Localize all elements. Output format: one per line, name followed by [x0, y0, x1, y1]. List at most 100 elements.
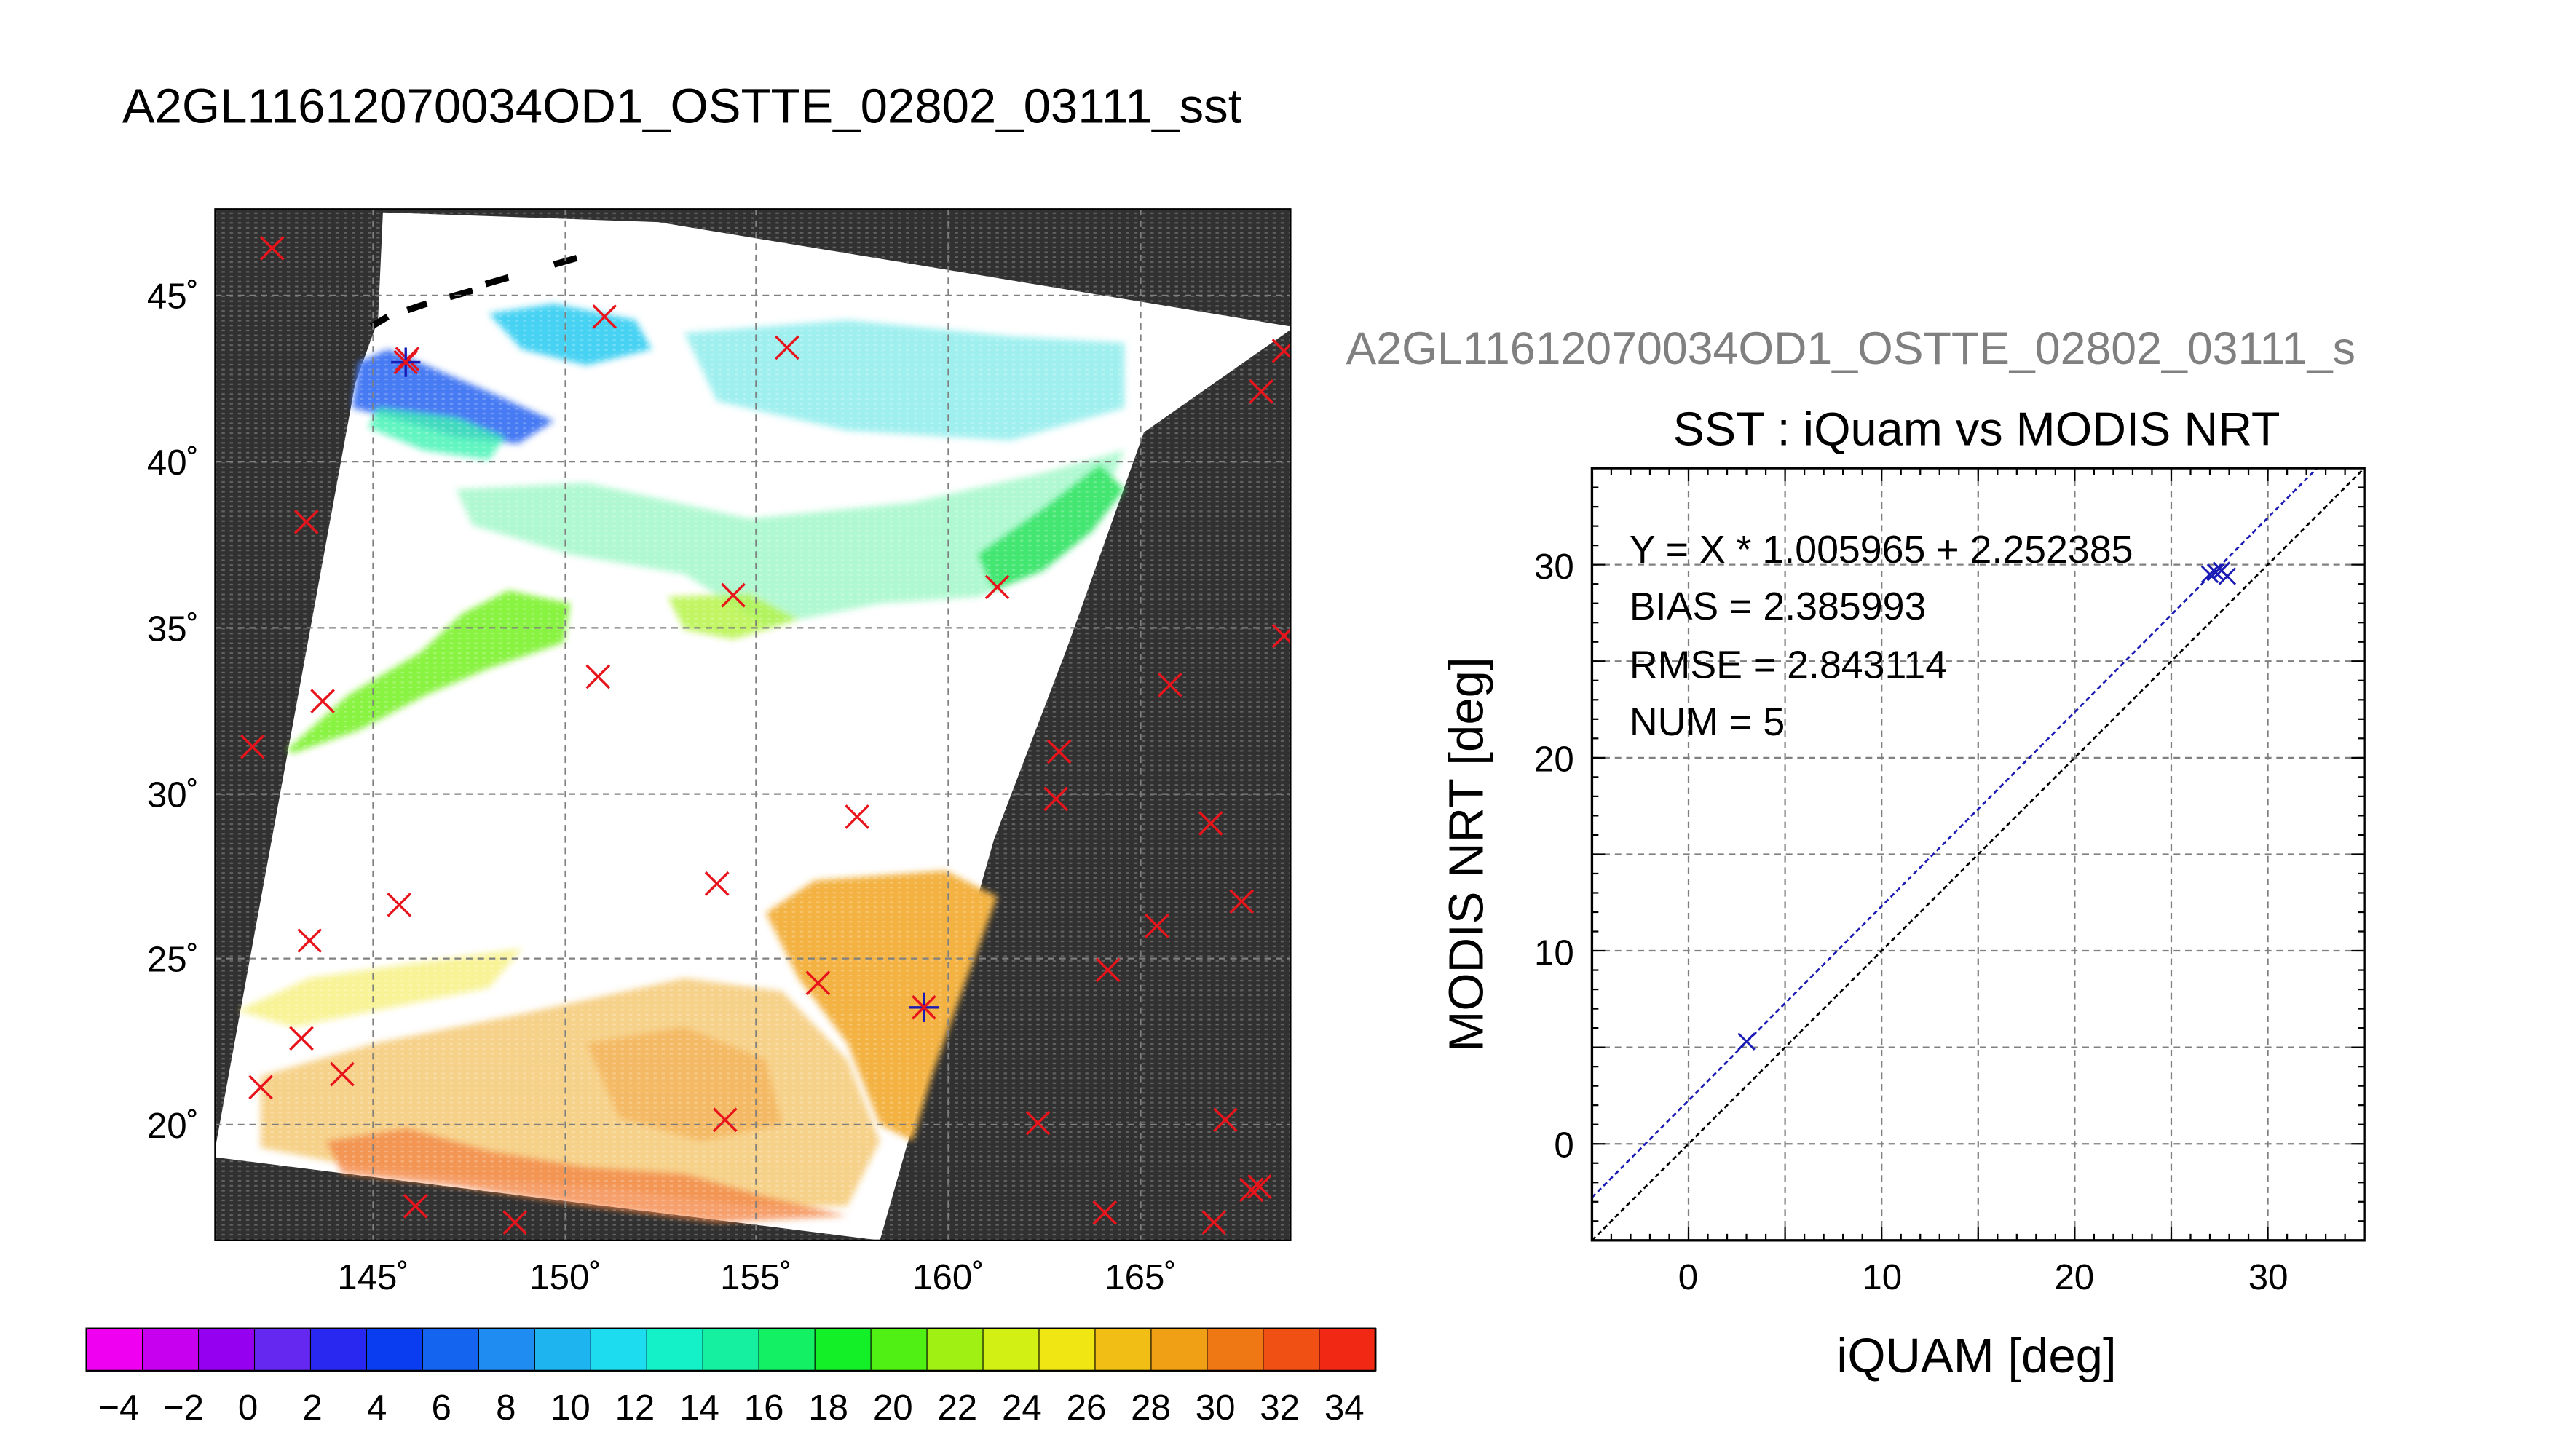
- one-to-one-line: [1592, 468, 2365, 1241]
- map-lon-labels: 145˚ 150˚ 155˚ 160˚ 165˚: [337, 1257, 1177, 1297]
- colorbar-tick-label: 24: [1002, 1388, 1042, 1428]
- colorbar-tick-label: 6: [432, 1388, 451, 1428]
- station-marker: [704, 871, 730, 896]
- lat-label: 45˚: [147, 277, 199, 317]
- colorbar-bin: [478, 1328, 536, 1372]
- station-marker: [393, 349, 419, 375]
- scatter-header: A2GL11612070034OD1_OSTTE_02802_03111_s: [1346, 323, 2355, 374]
- colorbar-bin: [197, 1328, 256, 1372]
- colorbar-tick-label: 28: [1131, 1388, 1171, 1428]
- lon-label: 165˚: [1105, 1257, 1177, 1297]
- y-tick-label: 20: [1534, 739, 1574, 779]
- station-marker: [1157, 672, 1182, 697]
- station-marker: [1229, 889, 1255, 914]
- fit-equation: Y = X * 1.005965 + 2.252385: [1630, 528, 2133, 571]
- data-point: [2218, 567, 2237, 585]
- station-marker: [293, 510, 319, 534]
- colorbar-bin: [1094, 1328, 1153, 1372]
- station-marker: [805, 970, 831, 996]
- colorbar-tick-label: 12: [615, 1388, 655, 1428]
- station-marker: [387, 892, 412, 917]
- colorbar-bin: [1038, 1328, 1097, 1372]
- colorbar-bin: [366, 1328, 424, 1372]
- colorbar-bin: [534, 1328, 592, 1372]
- lat-label: 25˚: [147, 940, 199, 980]
- data-point: [2206, 563, 2225, 582]
- scatter-grid: [1592, 468, 2365, 1241]
- colorbar-bins: [86, 1328, 1377, 1372]
- colorbar-tick-label: 20: [873, 1388, 913, 1428]
- station-marker: [1271, 623, 1291, 649]
- scatter-lines: [1592, 468, 2365, 1241]
- station-marker: [1095, 957, 1121, 983]
- colorbar-tick-label: 4: [367, 1388, 387, 1428]
- colorbar-tick-label: 16: [744, 1388, 784, 1428]
- speckle-overlay: [215, 209, 1291, 1241]
- colorbar-bin: [870, 1328, 928, 1372]
- station-marker: [502, 1210, 528, 1235]
- colorbar-tick-label: 2: [302, 1388, 322, 1428]
- y-tick-label: 0: [1554, 1125, 1573, 1166]
- station-marker: [1213, 1107, 1238, 1133]
- colorbar-tick-label: 14: [679, 1388, 719, 1428]
- map-frame: [214, 208, 1292, 1241]
- scatter-stats: Y = X * 1.005965 + 2.252385 BIAS = 2.385…: [1630, 528, 2133, 744]
- colorbar-tick-label: −4: [98, 1388, 139, 1428]
- station-marker: [585, 664, 611, 689]
- colorbar-tick-label: 32: [1260, 1388, 1300, 1428]
- colorbar-bin: [1150, 1328, 1209, 1372]
- station-marker: [1271, 339, 1291, 363]
- colorbar-bin: [758, 1328, 816, 1372]
- colorbar-tick-label: 18: [808, 1388, 848, 1428]
- station-marker: [845, 804, 869, 829]
- colorbar-tick-label: −2: [163, 1388, 204, 1428]
- station-marker: [713, 1107, 738, 1133]
- station-marker: [1046, 739, 1072, 764]
- x-tick-label: 0: [1678, 1257, 1698, 1297]
- colorbar-bin: [1319, 1328, 1377, 1372]
- station-marker: [1201, 1210, 1227, 1235]
- colorbar-bin: [253, 1328, 312, 1372]
- colorbar-bin: [590, 1328, 648, 1372]
- colorbar-bin: [142, 1328, 200, 1372]
- colorbar: −4 −2 0 2 4 6 8 10 12 14 16 18 20 22 24 26 28 30 32 34: [85, 1327, 1377, 1428]
- station-markers: [240, 236, 1291, 1235]
- station-marker: [297, 928, 323, 953]
- scatter-y-ticklabels: 0 10 20 30: [1534, 547, 1574, 1165]
- station-marker: [912, 994, 936, 1020]
- station-marker: [984, 574, 1010, 600]
- scatter-frame: [1590, 467, 2366, 1242]
- lon-label: 150˚: [529, 1257, 601, 1297]
- station-marker: [240, 734, 265, 759]
- y-tick-label: 30: [1534, 547, 1574, 587]
- station-marker: [1249, 379, 1273, 404]
- colorbar-tick-label: 26: [1067, 1388, 1107, 1428]
- x-tick-label: 10: [1862, 1257, 1902, 1297]
- data-point: [1737, 1032, 1756, 1051]
- colorbar-bin: [1263, 1328, 1321, 1372]
- colorbar-bin: [646, 1328, 704, 1372]
- scatter-title: SST : iQuam vs MODIS NRT: [1673, 403, 2280, 456]
- colorbar-frame: [85, 1327, 1376, 1372]
- map-lat-labels: 20˚ 25˚ 30˚ 35˚ 40˚ 45˚: [147, 277, 199, 1146]
- lat-label: 30˚: [147, 775, 199, 815]
- station-marker: [775, 335, 799, 360]
- colorbar-bin: [86, 1328, 144, 1372]
- colorbar-bin: [422, 1328, 481, 1372]
- figure-title: A2GL11612070034OD1_OSTTE_02802_03111_sst: [122, 79, 1242, 134]
- station-marker: [1145, 914, 1169, 938]
- lat-label: 20˚: [147, 1106, 199, 1146]
- colorbar-tick-label: 30: [1196, 1388, 1236, 1428]
- station-marker: [289, 1026, 314, 1051]
- scatter-x-ticklabels: 0 10 20 30: [1678, 1257, 2289, 1297]
- colorbar-bin: [309, 1328, 368, 1372]
- coastline: [369, 255, 578, 330]
- station-marker: [1198, 811, 1223, 836]
- bias-stat: BIAS = 2.385993: [1630, 585, 1926, 628]
- colorbar-tick-label: 22: [937, 1388, 977, 1428]
- sst-map: 145˚ 150˚ 155˚ 160˚ 165˚ 20˚ 25˚ 30˚ 35˚…: [147, 208, 1292, 1297]
- colorbar-tick-label: 8: [496, 1388, 516, 1428]
- lon-label: 145˚: [337, 1257, 409, 1297]
- x-tick-label: 20: [2054, 1257, 2094, 1297]
